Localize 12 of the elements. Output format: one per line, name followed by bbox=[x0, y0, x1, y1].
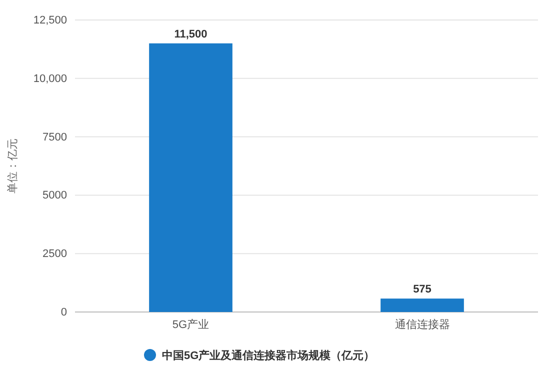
x-tick-label: 通信连接器 bbox=[394, 318, 450, 331]
data-label: 11,500 bbox=[174, 28, 208, 40]
legend-label: 中国5G产业及通信连接器市场规模（亿元） bbox=[162, 348, 375, 362]
y-tick-label: 7500 bbox=[42, 131, 67, 144]
y-tick-label: 10,000 bbox=[33, 72, 67, 85]
data-label: 575 bbox=[413, 284, 432, 296]
y-axis-title: 单位：亿元 bbox=[6, 138, 19, 194]
y-tick-label: 12,500 bbox=[33, 14, 67, 27]
y-tick-label: 0 bbox=[60, 306, 67, 319]
y-tick-label: 5000 bbox=[42, 190, 67, 202]
y-tick-label: 2500 bbox=[42, 248, 67, 260]
x-tick-label: 5G产业 bbox=[172, 318, 210, 331]
